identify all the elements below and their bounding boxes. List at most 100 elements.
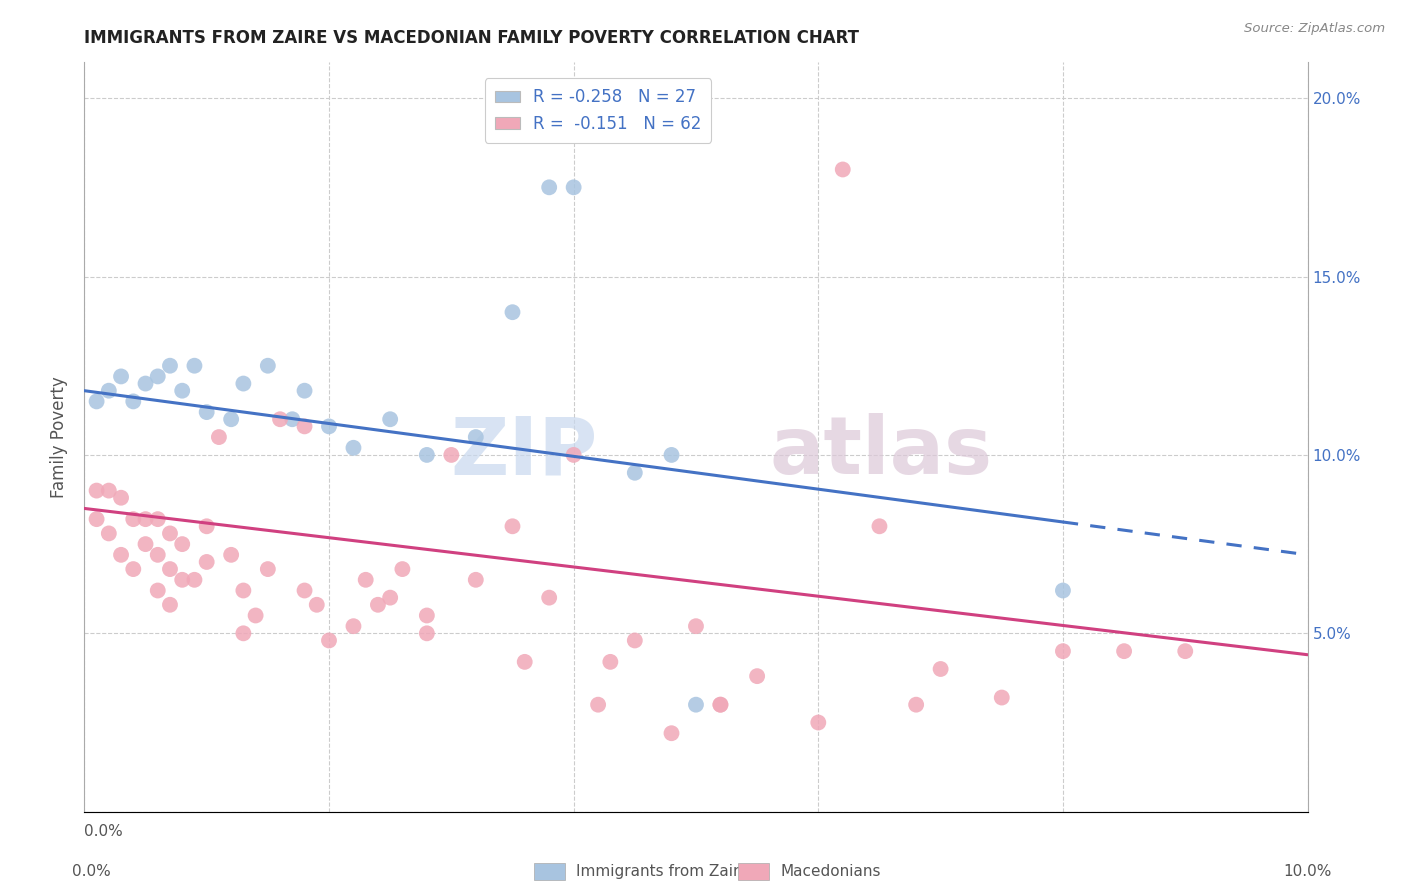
Point — [122, 394, 145, 409]
Point — [97, 384, 120, 398]
Point — [586, 698, 609, 712]
Point — [281, 412, 304, 426]
Point — [135, 512, 157, 526]
Point — [122, 562, 145, 576]
Point — [219, 412, 242, 426]
Point — [159, 526, 181, 541]
Point — [464, 573, 486, 587]
Point — [305, 598, 328, 612]
Point — [538, 591, 561, 605]
Point — [416, 448, 439, 462]
Text: ZIP: ZIP — [451, 413, 598, 491]
Point — [294, 419, 316, 434]
Point — [122, 512, 145, 526]
Point — [135, 537, 157, 551]
Point — [624, 633, 647, 648]
Point — [257, 562, 280, 576]
Point — [294, 384, 316, 398]
Point — [1052, 644, 1074, 658]
Legend: R = -0.258   N = 27, R =  -0.151   N = 62: R = -0.258 N = 27, R = -0.151 N = 62 — [485, 78, 711, 143]
Point — [562, 180, 585, 194]
Point — [416, 608, 439, 623]
Point — [831, 162, 853, 177]
Point — [146, 369, 169, 384]
Point — [294, 583, 316, 598]
Point — [991, 690, 1014, 705]
Point — [367, 598, 389, 612]
Point — [747, 669, 769, 683]
Point — [391, 562, 413, 576]
Point — [502, 305, 524, 319]
Point — [380, 412, 402, 426]
Point — [502, 519, 524, 533]
Point — [183, 359, 205, 373]
Point — [146, 583, 169, 598]
Point — [208, 430, 231, 444]
Point — [1174, 644, 1197, 658]
Point — [929, 662, 952, 676]
Point — [86, 512, 108, 526]
Point — [245, 608, 267, 623]
Point — [905, 698, 928, 712]
Point — [869, 519, 891, 533]
Point — [232, 583, 254, 598]
Point — [269, 412, 291, 426]
Point — [342, 441, 364, 455]
Point — [807, 715, 830, 730]
Point — [1052, 583, 1074, 598]
Point — [195, 519, 218, 533]
Point — [97, 483, 120, 498]
Text: Macedonians: Macedonians — [780, 864, 880, 879]
Point — [86, 394, 108, 409]
Point — [342, 619, 364, 633]
Point — [183, 573, 205, 587]
Point — [219, 548, 242, 562]
Point — [110, 369, 132, 384]
Text: Source: ZipAtlas.com: Source: ZipAtlas.com — [1244, 22, 1385, 36]
Text: atlas: atlas — [769, 413, 993, 491]
Point — [440, 448, 463, 462]
Text: 10.0%: 10.0% — [1284, 864, 1331, 880]
Point — [1114, 644, 1136, 658]
Point — [354, 573, 377, 587]
Point — [135, 376, 157, 391]
Point — [195, 555, 218, 569]
Point — [685, 698, 707, 712]
Text: IMMIGRANTS FROM ZAIRE VS MACEDONIAN FAMILY POVERTY CORRELATION CHART: IMMIGRANTS FROM ZAIRE VS MACEDONIAN FAMI… — [84, 29, 859, 47]
Text: 0.0%: 0.0% — [72, 864, 111, 880]
Point — [709, 698, 731, 712]
Point — [159, 562, 181, 576]
Point — [195, 405, 218, 419]
Point — [110, 548, 132, 562]
Point — [159, 598, 181, 612]
Point — [318, 633, 340, 648]
Point — [159, 359, 181, 373]
Point — [685, 619, 707, 633]
Point — [661, 726, 683, 740]
Text: 0.0%: 0.0% — [84, 823, 124, 838]
Point — [709, 698, 731, 712]
Point — [86, 483, 108, 498]
Point — [146, 512, 169, 526]
Y-axis label: Family Poverty: Family Poverty — [51, 376, 69, 498]
Point — [172, 384, 194, 398]
Point — [624, 466, 647, 480]
Point — [172, 573, 194, 587]
Point — [513, 655, 536, 669]
Point — [562, 448, 585, 462]
Point — [232, 376, 254, 391]
Point — [97, 526, 120, 541]
Point — [464, 430, 486, 444]
Point — [416, 626, 439, 640]
Point — [599, 655, 621, 669]
Point — [146, 548, 169, 562]
Point — [257, 359, 280, 373]
Point — [232, 626, 254, 640]
Point — [110, 491, 132, 505]
Point — [172, 537, 194, 551]
Point — [538, 180, 561, 194]
Point — [380, 591, 402, 605]
Point — [318, 419, 340, 434]
Text: Immigrants from Zaire: Immigrants from Zaire — [576, 864, 749, 879]
Point — [661, 448, 683, 462]
